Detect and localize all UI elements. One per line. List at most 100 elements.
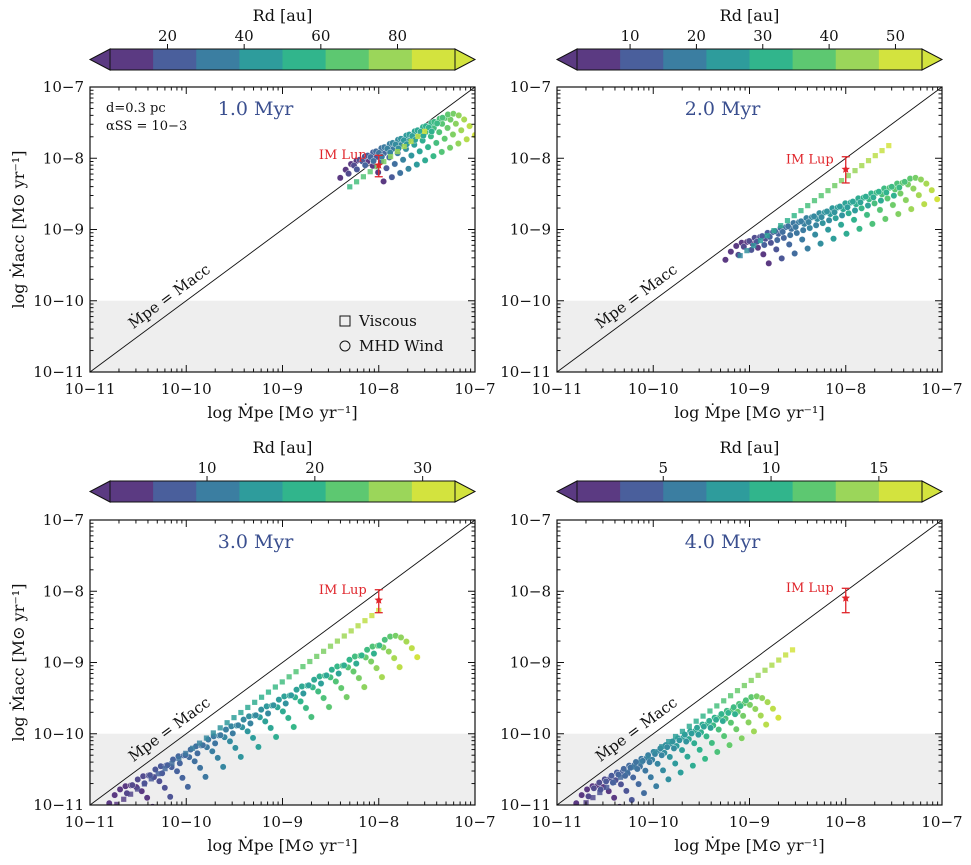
wind-point [249, 734, 257, 742]
viscous-point [348, 628, 354, 634]
wind-point [403, 638, 410, 645]
wind-point [876, 206, 884, 214]
viscous-point [748, 677, 754, 684]
wind-point [297, 698, 304, 705]
wind-point [397, 634, 405, 641]
wind-point [758, 694, 766, 702]
viscous-point [805, 203, 811, 209]
wind-point [343, 693, 351, 701]
colorbar-segment [411, 481, 456, 502]
wind-point [791, 250, 799, 257]
wind-point [302, 704, 310, 712]
wind-point [325, 703, 333, 711]
viscous-point [818, 193, 824, 199]
imlup-star-marker [374, 595, 383, 604]
y-tick-label: 10−11 [33, 796, 84, 814]
viscous-point [832, 183, 838, 189]
wind-point [116, 786, 124, 793]
viscous-point [652, 749, 658, 755]
wind-point [677, 769, 685, 776]
viscous-point [734, 688, 741, 694]
viscous-point [367, 169, 373, 175]
x-tick-label: 10−7 [454, 813, 495, 831]
viscous-point [245, 704, 251, 711]
wind-point [320, 694, 328, 702]
colorbar-tick-label: 30 [753, 27, 772, 45]
wind-point [446, 144, 454, 152]
viscous-point [286, 674, 292, 680]
wind-point [693, 724, 701, 732]
wind-point [441, 135, 449, 143]
wind-point [727, 719, 735, 727]
viscous-point [155, 771, 161, 777]
wind-point [838, 211, 846, 219]
viscous-point [321, 648, 327, 654]
wind-point [658, 751, 666, 759]
wind-point [396, 663, 404, 671]
colorbar-extend-low [555, 48, 578, 71]
wind-point [166, 793, 174, 801]
wind-point [774, 714, 782, 722]
colorbar-segment [282, 481, 327, 502]
viscous-point [128, 791, 134, 797]
wind-point [432, 139, 440, 147]
wind-point [670, 745, 678, 752]
y-tick-label: 10−10 [500, 292, 551, 310]
colorbar-extend-low [88, 48, 111, 71]
wind-point [882, 189, 890, 196]
wind-point [654, 760, 661, 768]
colorbar-extend-low [555, 480, 578, 503]
wind-point [293, 686, 300, 694]
y-tick-label: 10−10 [500, 725, 551, 743]
wind-point [444, 124, 451, 132]
wind-point [671, 760, 679, 767]
wind-point [812, 221, 820, 229]
viscous-point [183, 750, 189, 756]
wind-point [635, 780, 642, 788]
colorbar-segment [792, 49, 837, 70]
wind-point [416, 147, 424, 155]
x-tick-label: 10−7 [921, 380, 962, 398]
viscous-point [744, 248, 750, 254]
wind-point [332, 678, 340, 685]
wind-point [328, 666, 336, 674]
wind-point [381, 636, 389, 644]
wind-point [272, 733, 280, 741]
viscous-point [686, 723, 692, 729]
wind-point [817, 240, 824, 248]
viscous-point [879, 148, 885, 154]
wind-point [760, 241, 768, 249]
viscous-point [327, 643, 334, 649]
colorbar-tick-label: 50 [886, 27, 905, 45]
wind-point [617, 780, 625, 788]
wind-point [715, 726, 723, 733]
wind-point [350, 668, 357, 675]
wind-point [773, 236, 781, 244]
wind-point [413, 161, 421, 168]
wind-point [234, 721, 242, 729]
wind-point [837, 221, 845, 229]
wind-point [421, 156, 429, 164]
wind-point [370, 650, 378, 657]
y-tick-label: 10−11 [500, 363, 551, 381]
wind-point [340, 662, 348, 669]
wind-point [819, 219, 827, 227]
wind-point [208, 747, 216, 755]
viscous-point [590, 795, 596, 801]
viscous-point [369, 612, 375, 619]
viscous-point [381, 159, 387, 165]
y-axis-label: log Ṁacc [M⊙ yr⁻¹] [8, 584, 28, 742]
wind-point [105, 799, 113, 805]
x-axis-label: log Ṁpe [M⊙ yr⁻¹] [674, 835, 824, 855]
y-tick-label: 10−7 [510, 511, 551, 529]
wind-point [724, 709, 732, 717]
wind-point [323, 671, 330, 679]
axis-ticks [89, 86, 476, 373]
wind-point [762, 721, 770, 728]
wind-point [173, 767, 181, 775]
wind-point [831, 208, 838, 216]
x-tick-label: 10−7 [921, 813, 962, 831]
wind-point [380, 178, 387, 185]
wind-point [405, 165, 412, 173]
viscous-point [162, 766, 168, 772]
